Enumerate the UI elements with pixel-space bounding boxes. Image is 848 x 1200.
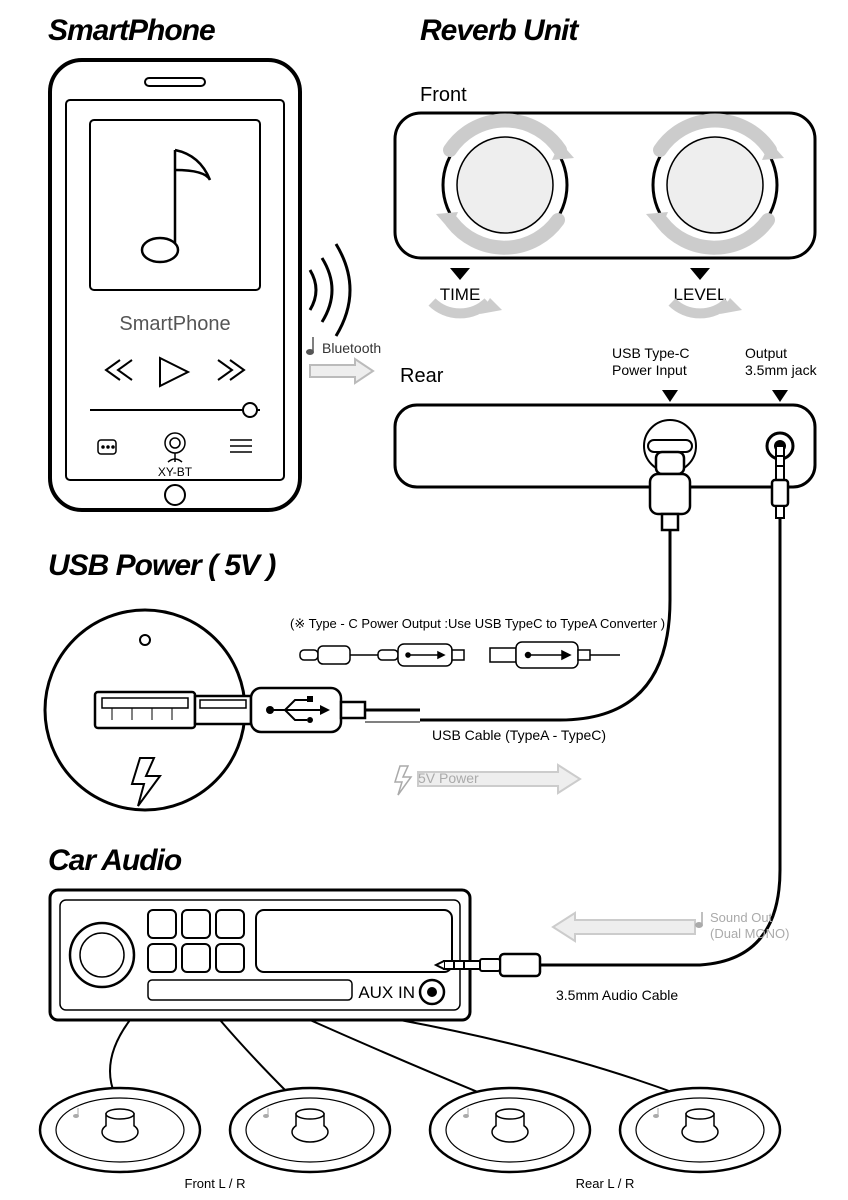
reverb-rear-panel	[395, 405, 815, 487]
power-label: 5V Power	[418, 770, 479, 786]
sound-out-label-1: Sound Out	[710, 910, 773, 925]
speaker-wires	[110, 1020, 680, 1095]
connection-diagram: SmartPhone Reverb Unit SmartPhone	[0, 0, 848, 1200]
level-knob-label: LEVEL	[674, 285, 727, 304]
title-reverb: Reverb Unit	[420, 14, 580, 47]
rear-speakers-label: Rear L / R	[576, 1176, 635, 1191]
usb-c-label-2: Power Input	[612, 362, 687, 378]
audio-cable-label: 3.5mm Audio Cable	[556, 987, 678, 1003]
bt-note-icon	[306, 337, 314, 355]
speaker-4	[620, 1088, 780, 1172]
output-label-1: Output	[745, 345, 787, 361]
speaker-1	[40, 1088, 200, 1172]
title-caraudio: Car Audio	[48, 844, 182, 877]
smartphone-device: SmartPhone XY-BT	[50, 60, 300, 510]
level-knob-pointer	[690, 268, 710, 280]
time-knob-pointer	[450, 268, 470, 280]
sound-note-icon	[695, 912, 703, 928]
reverb-front-panel	[395, 113, 815, 258]
bt-device-label: XY-BT	[158, 465, 193, 479]
usb-c-label-1: USB Type-C	[612, 345, 690, 361]
bluetooth-arrow-icon	[310, 359, 373, 383]
car-audio-unit: AUX IN	[50, 890, 470, 1020]
speaker-2	[230, 1088, 390, 1172]
title-usbpower: USB Power ( 5V )	[48, 549, 276, 582]
converter-connectors	[300, 642, 620, 668]
bluetooth-label: Bluetooth	[322, 340, 381, 356]
speakers	[40, 1088, 780, 1172]
speaker-3	[430, 1088, 590, 1172]
bluetooth-waves-icon	[310, 244, 350, 336]
time-knob[interactable]	[436, 120, 574, 247]
time-knob-label: TIME	[440, 285, 481, 304]
sound-out-label-2: (Dual MONO)	[710, 926, 789, 941]
reverb-front-label: Front	[420, 84, 467, 106]
usb-cable-label: USB Cable (TypeA - TypeC)	[432, 727, 606, 743]
level-knob[interactable]	[646, 120, 784, 247]
output-label-2: 3.5mm jack	[745, 362, 818, 378]
power-lightning-icon	[395, 766, 411, 795]
smartphone-screen-label: SmartPhone	[119, 313, 230, 335]
reverb-rear-label: Rear	[400, 365, 444, 387]
aux-in-label: AUX IN	[358, 983, 415, 1002]
usb-note: (※ Type - C Power Output :Use USB TypeC …	[290, 616, 665, 631]
title-smartphone: SmartPhone	[48, 14, 215, 47]
sound-out-arrow-icon	[553, 913, 695, 941]
output-port-pointer	[772, 390, 788, 402]
usb-c-port-pointer	[662, 390, 678, 402]
usb-c-plug-icon	[650, 452, 690, 530]
front-speakers-label: Front L / R	[185, 1176, 246, 1191]
